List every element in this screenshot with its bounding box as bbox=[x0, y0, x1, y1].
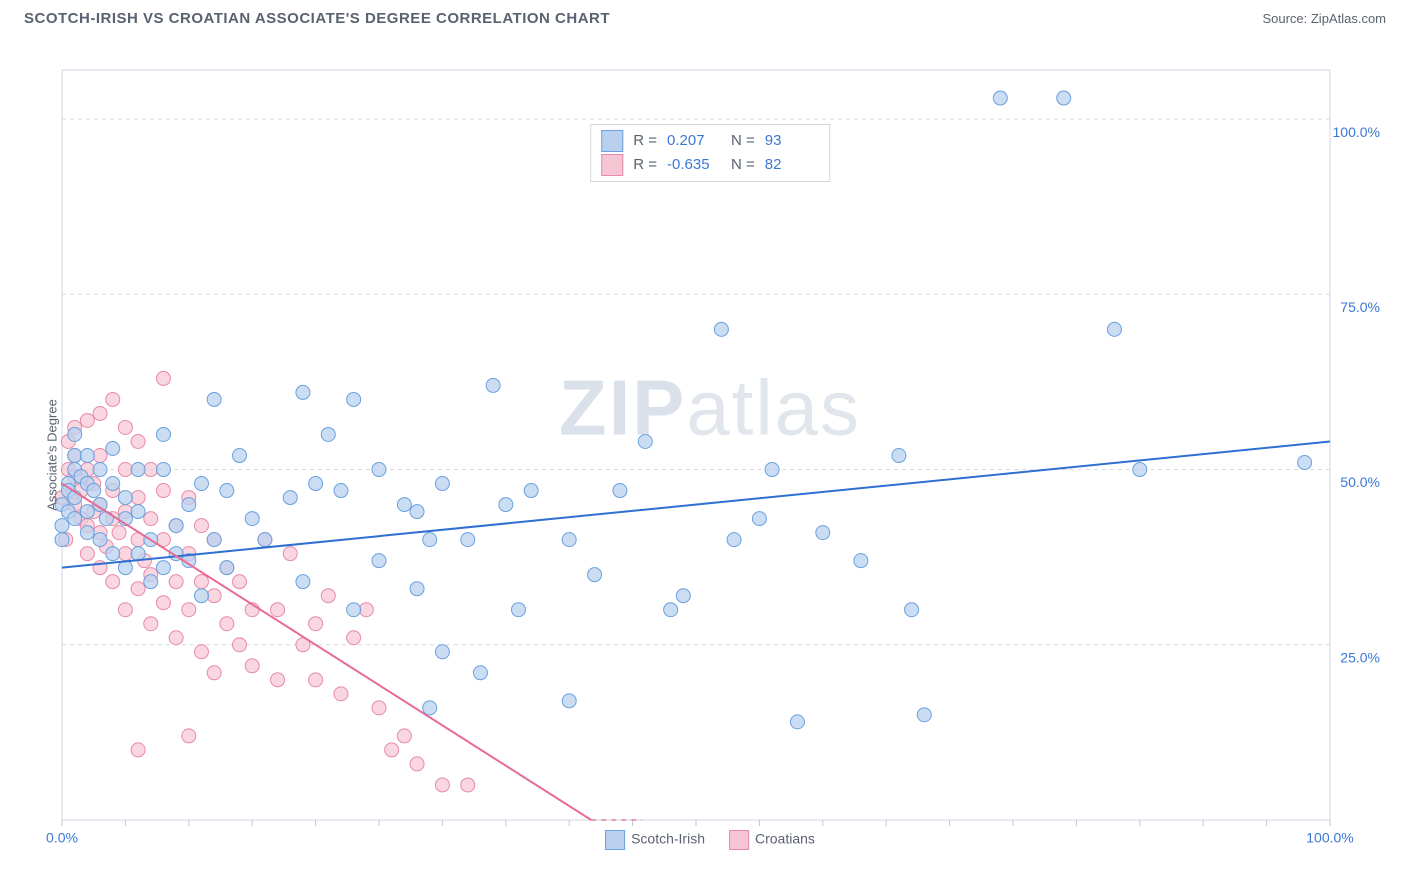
chart-source: Source: ZipAtlas.com bbox=[1262, 11, 1386, 26]
chart-title: SCOTCH-IRISH VS CROATIAN ASSOCIATE'S DEG… bbox=[24, 10, 610, 27]
legend-swatch-1 bbox=[605, 830, 625, 850]
svg-text:100.0%: 100.0% bbox=[1306, 829, 1353, 845]
y-axis-label: Associate's Degree bbox=[45, 399, 60, 511]
svg-text:75.0%: 75.0% bbox=[1340, 299, 1380, 315]
series-legend: Scotch-Irish Croatians bbox=[605, 830, 815, 850]
chart-header: SCOTCH-IRISH VS CROATIAN ASSOCIATE'S DEG… bbox=[0, 0, 1406, 33]
svg-text:100.0%: 100.0% bbox=[1333, 124, 1380, 140]
correlation-legend: R = 0.207 N = 93 R = -0.635 N = 82 bbox=[590, 124, 830, 182]
r-value-1: 0.207 bbox=[667, 129, 721, 153]
series-swatch-1 bbox=[601, 130, 623, 152]
n-value-2: 82 bbox=[765, 153, 819, 177]
n-label: N = bbox=[731, 153, 755, 177]
series-swatch-2 bbox=[601, 154, 623, 176]
chart-area: Associate's Degree ZIPatlas 25.0%50.0%75… bbox=[40, 60, 1380, 850]
legend-label-1: Scotch-Irish bbox=[631, 831, 705, 847]
legend-label-2: Croatians bbox=[755, 831, 815, 847]
legend-swatch-2 bbox=[729, 830, 749, 850]
r-label: R = bbox=[633, 153, 657, 177]
legend-item-1: Scotch-Irish bbox=[605, 830, 705, 850]
correlation-row-1: R = 0.207 N = 93 bbox=[601, 129, 819, 153]
n-label: N = bbox=[731, 129, 755, 153]
legend-item-2: Croatians bbox=[729, 830, 815, 850]
svg-text:25.0%: 25.0% bbox=[1340, 649, 1380, 665]
r-label: R = bbox=[633, 129, 657, 153]
r-value-2: -0.635 bbox=[667, 153, 721, 177]
n-value-1: 93 bbox=[765, 129, 819, 153]
svg-text:0.0%: 0.0% bbox=[46, 829, 78, 845]
correlation-row-2: R = -0.635 N = 82 bbox=[601, 153, 819, 177]
svg-text:50.0%: 50.0% bbox=[1340, 474, 1380, 490]
